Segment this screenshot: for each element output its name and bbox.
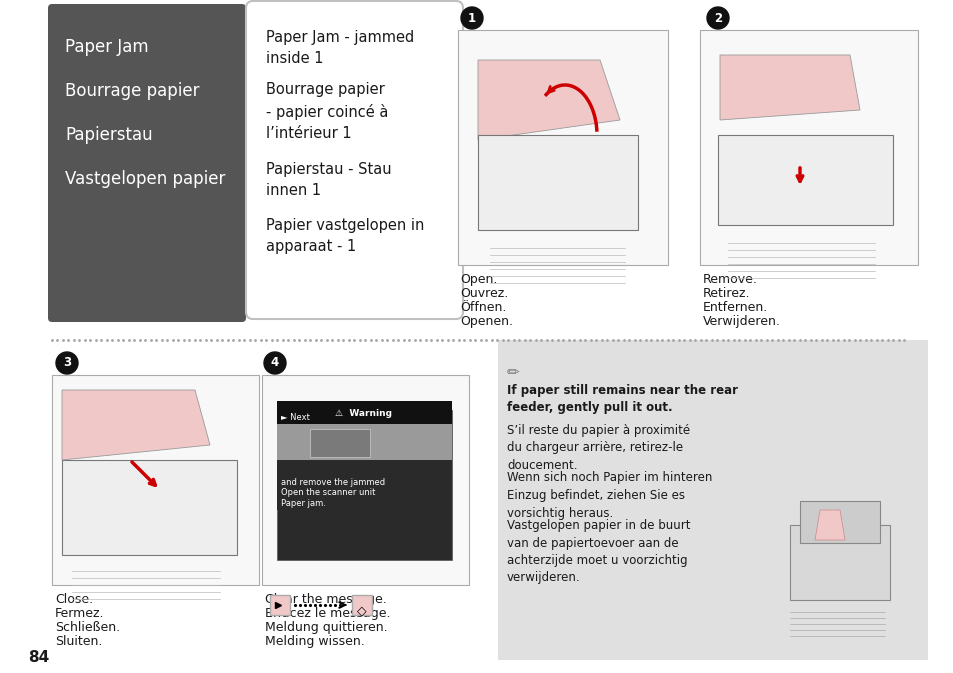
Text: 3: 3: [63, 357, 71, 369]
Circle shape: [706, 7, 728, 29]
Bar: [62, 460, 236, 555]
Bar: [789, 525, 889, 600]
Text: Wenn sich noch Papier im hinteren
Einzug befindet, ziehen Sie es
vorsichtig hera: Wenn sich noch Papier im hinteren Einzug…: [506, 472, 712, 520]
Polygon shape: [477, 60, 619, 140]
Bar: [276, 410, 452, 560]
Text: If paper still remains near the rear
feeder, gently pull it out.: If paper still remains near the rear fee…: [506, 384, 738, 415]
Text: Schließen.: Schließen.: [55, 621, 120, 634]
Bar: [457, 30, 667, 265]
Bar: [352, 595, 372, 615]
Text: ✏: ✏: [506, 365, 519, 380]
Circle shape: [460, 7, 482, 29]
Bar: [270, 595, 290, 615]
Text: Close.: Close.: [55, 593, 93, 606]
Bar: [276, 401, 452, 419]
Text: Retirez.: Retirez.: [702, 287, 750, 300]
Text: Papier vastgelopen in
apparaat - 1: Papier vastgelopen in apparaat - 1: [266, 218, 424, 254]
Text: Bourrage papier: Bourrage papier: [65, 82, 199, 100]
Text: 4: 4: [271, 357, 279, 369]
Bar: [262, 375, 469, 585]
Text: Openen.: Openen.: [459, 315, 513, 328]
Text: Bourrage papier
- papier coincé à
l’intérieur 1: Bourrage papier - papier coincé à l’inté…: [266, 82, 388, 141]
Text: Open.: Open.: [459, 273, 497, 286]
Polygon shape: [814, 510, 844, 540]
Text: Paper jam.: Paper jam.: [281, 499, 326, 508]
Bar: [310, 429, 370, 457]
Text: Paper Jam: Paper Jam: [65, 38, 149, 56]
Text: Clear the message.: Clear the message.: [265, 593, 386, 606]
FancyBboxPatch shape: [48, 4, 246, 322]
Text: Fermez.: Fermez.: [55, 607, 105, 620]
Text: Papierstau: Papierstau: [65, 126, 152, 144]
Text: Melding wissen.: Melding wissen.: [265, 635, 364, 648]
Text: Sluiten.: Sluiten.: [55, 635, 102, 648]
Text: 84: 84: [28, 650, 50, 665]
Text: and remove the jammed: and remove the jammed: [281, 478, 385, 487]
Text: Effacez le message.: Effacez le message.: [265, 607, 390, 620]
Bar: [276, 417, 452, 465]
Bar: [700, 30, 917, 265]
Text: Meldung quittieren.: Meldung quittieren.: [265, 621, 387, 634]
Text: Remove.: Remove.: [702, 273, 757, 286]
Bar: [52, 375, 258, 585]
Bar: [477, 135, 638, 230]
Circle shape: [264, 352, 286, 374]
Text: Öffnen.: Öffnen.: [459, 301, 506, 314]
Text: 2: 2: [713, 11, 721, 24]
Bar: [497, 340, 927, 660]
Bar: [718, 135, 892, 225]
Bar: [800, 501, 879, 543]
Text: S’il reste du papier à proximité
du chargeur arrière, retirez-le
doucement.: S’il reste du papier à proximité du char…: [506, 424, 689, 472]
FancyBboxPatch shape: [246, 1, 462, 319]
Text: 1: 1: [468, 11, 476, 24]
Bar: [276, 408, 452, 424]
Text: Vastgelopen papier: Vastgelopen papier: [65, 170, 225, 188]
Text: Open the scanner unit: Open the scanner unit: [281, 488, 375, 497]
Text: ► Next: ► Next: [281, 413, 310, 422]
Text: Papierstau - Stau
innen 1: Papierstau - Stau innen 1: [266, 162, 392, 198]
Text: ◇: ◇: [356, 604, 366, 617]
Bar: [276, 460, 452, 510]
Text: Entfernen.: Entfernen.: [702, 301, 767, 314]
Circle shape: [56, 352, 78, 374]
Text: Ouvrez.: Ouvrez.: [459, 287, 508, 300]
Text: ⚠  Warning: ⚠ Warning: [335, 409, 392, 418]
Text: Paper Jam - jammed
inside 1: Paper Jam - jammed inside 1: [266, 30, 414, 66]
Text: Verwijderen.: Verwijderen.: [702, 315, 781, 328]
Polygon shape: [62, 390, 210, 460]
Polygon shape: [720, 55, 859, 120]
Text: Vastgelopen papier in de buurt
van de papiertoevoer aan de
achterzijde moet u vo: Vastgelopen papier in de buurt van de pa…: [506, 519, 690, 584]
